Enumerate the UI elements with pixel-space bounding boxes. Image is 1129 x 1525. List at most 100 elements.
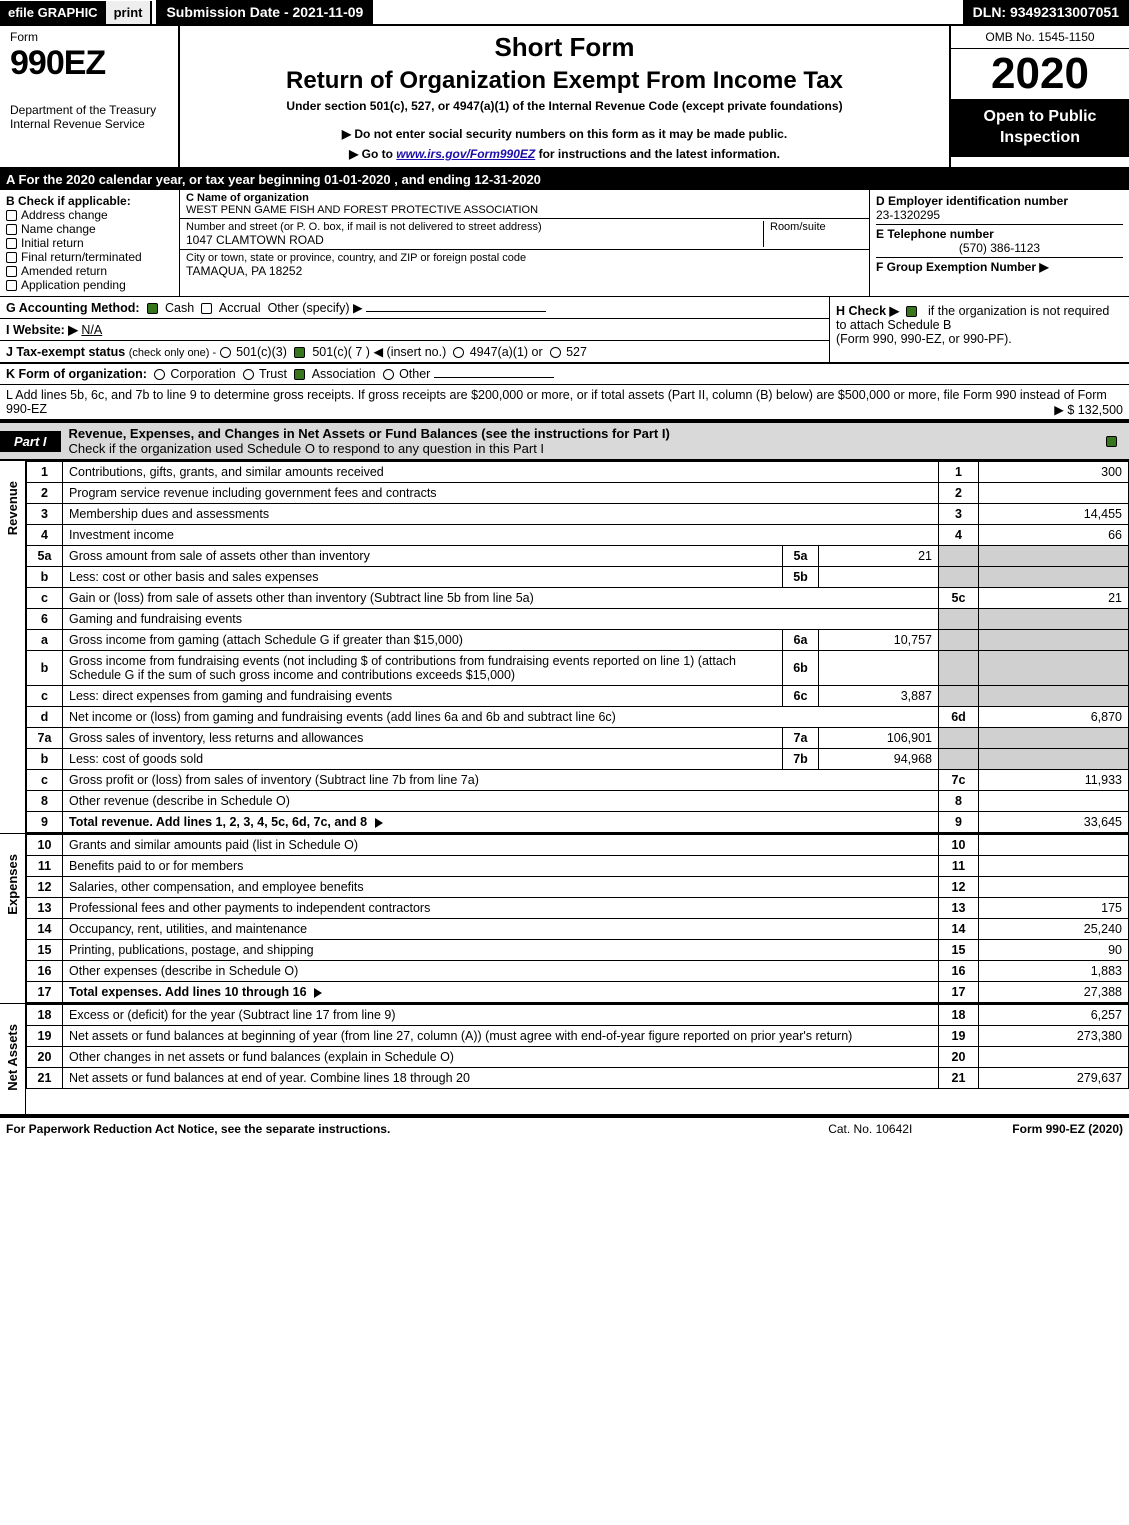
checkbox-501c[interactable] — [294, 347, 305, 358]
radio-trust[interactable] — [243, 369, 254, 380]
line-l: L Add lines 5b, 6c, and 7b to line 9 to … — [0, 385, 1129, 421]
col-6c-shade — [939, 686, 979, 707]
box-6b-v — [819, 651, 939, 686]
radio-527[interactable] — [550, 347, 561, 358]
website-value: N/A — [81, 323, 102, 337]
org-street: 1047 CLAMTOWN ROAD — [186, 233, 763, 247]
desc-10: Grants and similar amounts paid (list in… — [63, 835, 939, 856]
desc-21: Net assets or fund balances at end of ye… — [63, 1068, 939, 1089]
checkbox-final-return[interactable] — [6, 252, 17, 263]
ln-5c: c — [27, 588, 63, 609]
g-other-input[interactable] — [366, 311, 546, 312]
h-txt2: (Form 990, 990-EZ, or 990-PF). — [836, 332, 1012, 346]
checkbox-h[interactable] — [906, 306, 917, 317]
g-accrual: Accrual — [219, 301, 261, 315]
val-12 — [979, 877, 1129, 898]
checkbox-assoc[interactable] — [294, 369, 305, 380]
val-14: 25,240 — [979, 919, 1129, 940]
j-sub: (check only one) - — [129, 347, 216, 359]
footer-catalog: Cat. No. 10642I — [828, 1122, 912, 1136]
ln-6d: d — [27, 707, 63, 728]
desc-9: Total revenue. Add lines 1, 2, 3, 4, 5c,… — [63, 812, 939, 833]
val-11 — [979, 856, 1129, 877]
form-label: Form — [10, 30, 172, 44]
checkbox-accrual[interactable] — [201, 303, 212, 314]
revenue-table: 1Contributions, gifts, grants, and simil… — [26, 461, 1129, 833]
desc-17: Total expenses. Add lines 10 through 16 — [63, 982, 939, 1003]
table-row: dNet income or (loss) from gaming and fu… — [27, 707, 1129, 728]
part-i-num: Part I — [0, 431, 61, 452]
box-def: D Employer identification number 23-1320… — [869, 190, 1129, 296]
expenses-section: Expenses 10Grants and similar amounts pa… — [0, 833, 1129, 1003]
radio-corp[interactable] — [154, 369, 165, 380]
val-2 — [979, 483, 1129, 504]
val-10 — [979, 835, 1129, 856]
desc-2: Program service revenue including govern… — [63, 483, 939, 504]
irs-link[interactable]: www.irs.gov/Form990EZ — [396, 147, 535, 161]
header-left: Form 990EZ Department of the Treasury In… — [0, 26, 180, 167]
ln-14: 14 — [27, 919, 63, 940]
checkbox-application-pending[interactable] — [6, 280, 17, 291]
arrow-icon — [314, 988, 322, 998]
part-i-check-line: Check if the organization used Schedule … — [69, 441, 545, 456]
dln-label: DLN: 93492313007051 — [963, 0, 1129, 24]
footer-form-ref: Form 990-EZ (2020) — [1012, 1122, 1123, 1136]
col-19: 19 — [939, 1026, 979, 1047]
tax-period-band: A For the 2020 calendar year, or tax yea… — [0, 169, 1129, 190]
ln-7c: c — [27, 770, 63, 791]
box-5b-v — [819, 567, 939, 588]
part-i-title-text: Revenue, Expenses, and Changes in Net As… — [69, 426, 670, 441]
b-address: Address change — [21, 208, 108, 222]
checkbox-name-change[interactable] — [6, 224, 17, 235]
checkbox-amended[interactable] — [6, 266, 17, 277]
val-3: 14,455 — [979, 504, 1129, 525]
print-button[interactable]: print — [106, 1, 153, 24]
radio-4947[interactable] — [453, 347, 464, 358]
form-header: Form 990EZ Department of the Treasury In… — [0, 26, 1129, 169]
city-label: City or town, state or province, country… — [186, 252, 863, 264]
gh-block: G Accounting Method: Cash Accrual Other … — [0, 297, 1129, 363]
desc-9-text: Total revenue. Add lines 1, 2, 3, 4, 5c,… — [69, 815, 367, 829]
net-assets-tab-label: Net Assets — [5, 1004, 20, 1111]
box-6b-l: 6b — [783, 651, 819, 686]
checkbox-schedule-o[interactable] — [1106, 436, 1117, 447]
k-other-input[interactable] — [434, 377, 554, 378]
table-row: 4Investment income466 — [27, 525, 1129, 546]
table-row: 1Contributions, gifts, grants, and simil… — [27, 462, 1129, 483]
j-4947: 4947(a)(1) or — [470, 345, 543, 359]
col-21: 21 — [939, 1068, 979, 1089]
goto-post: for instructions and the latest informat… — [535, 147, 780, 161]
ln-7a: 7a — [27, 728, 63, 749]
ln-16: 16 — [27, 961, 63, 982]
checkbox-cash[interactable] — [147, 303, 158, 314]
col-7a-shade — [939, 728, 979, 749]
table-row: 5aGross amount from sale of assets other… — [27, 546, 1129, 567]
val-7b-shade — [979, 749, 1129, 770]
col-2: 2 — [939, 483, 979, 504]
k-corp: Corporation — [170, 367, 235, 381]
checkbox-address-change[interactable] — [6, 210, 17, 221]
ln-5a: 5a — [27, 546, 63, 567]
table-row: bLess: cost or other basis and sales exp… — [27, 567, 1129, 588]
ln-11: 11 — [27, 856, 63, 877]
desc-5b: Less: cost or other basis and sales expe… — [63, 567, 783, 588]
radio-501c3[interactable] — [220, 347, 231, 358]
box-7a-l: 7a — [783, 728, 819, 749]
radio-other-org[interactable] — [383, 369, 394, 380]
box-5a-v: 21 — [819, 546, 939, 567]
l-text: L Add lines 5b, 6c, and 7b to line 9 to … — [6, 388, 1107, 416]
table-row: 7aGross sales of inventory, less returns… — [27, 728, 1129, 749]
ln-6c: c — [27, 686, 63, 707]
b-final: Final return/terminated — [21, 250, 142, 264]
org-name: WEST PENN GAME FISH AND FOREST PROTECTIV… — [186, 204, 863, 216]
val-18: 6,257 — [979, 1005, 1129, 1026]
net-assets-section: Net Assets 18Excess or (deficit) for the… — [0, 1003, 1129, 1116]
return-title: Return of Organization Exempt From Incom… — [188, 67, 941, 95]
checkbox-initial-return[interactable] — [6, 238, 17, 249]
col-14: 14 — [939, 919, 979, 940]
box-6a-v: 10,757 — [819, 630, 939, 651]
val-6d: 6,870 — [979, 707, 1129, 728]
desc-12: Salaries, other compensation, and employ… — [63, 877, 939, 898]
net-assets-tab: Net Assets — [0, 1004, 26, 1114]
ln-2: 2 — [27, 483, 63, 504]
